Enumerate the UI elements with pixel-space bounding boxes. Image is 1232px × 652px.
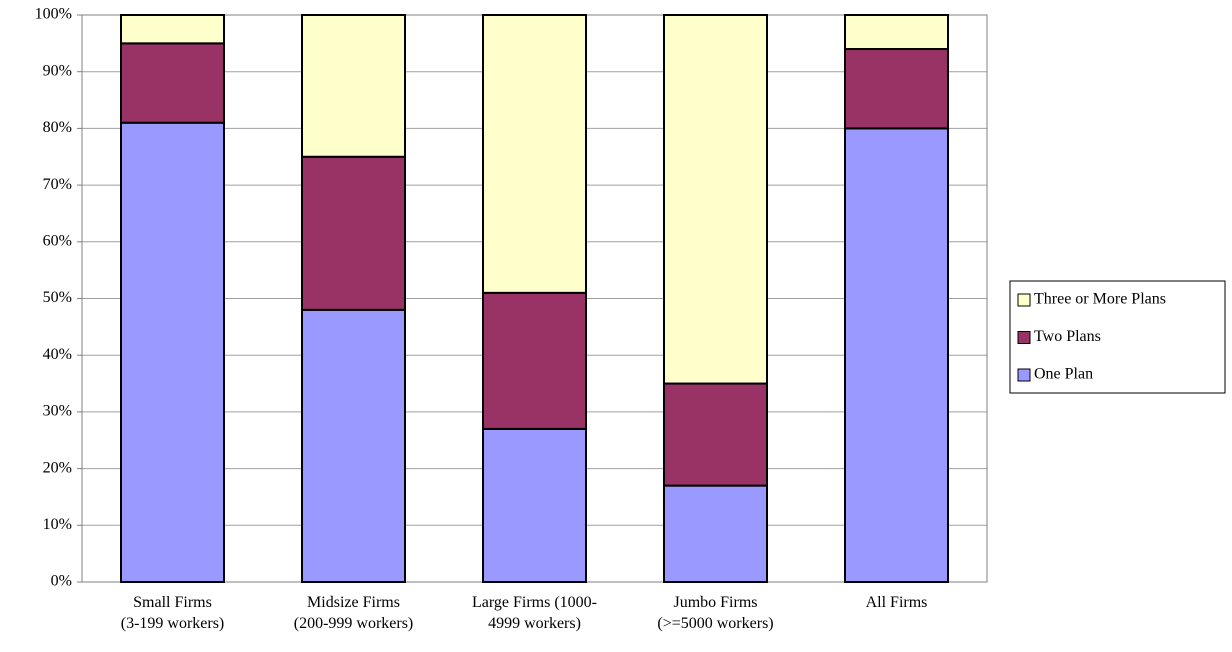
legend-swatch [1017,293,1031,307]
bar-segment [301,308,406,583]
bar-segment [120,14,225,45]
legend-swatch [1017,368,1031,382]
bar-segment [482,14,587,294]
y-tick-label: 90% [43,62,72,79]
bar-segment [844,48,949,130]
x-tick-label: All Firms [865,594,928,611]
bar-segment [120,121,225,583]
y-tick-label: 30% [43,403,72,420]
x-tick-label: Midsize Firms (200-999 workers) [293,594,414,632]
y-tick-label: 70% [43,176,72,193]
y-tick-label: 50% [43,289,72,306]
bar-segment [301,155,406,311]
bar-segment [663,14,768,385]
legend-label: One Plan [1034,366,1093,383]
bar-segment [120,42,225,124]
bar-segment [663,382,768,487]
bar-segment [844,14,949,51]
bar-segment [301,14,406,158]
y-tick-label: 40% [43,346,72,363]
legend-label: Two Plans [1034,328,1101,345]
bar-segment [663,484,768,583]
bar-segment [482,291,587,430]
y-tick-label: 60% [43,232,72,249]
y-tick-label: 10% [43,516,72,533]
y-tick-label: 80% [43,119,72,136]
y-tick-label: 0% [51,573,72,590]
y-tick-label: 100% [35,6,72,23]
x-tick-label: Jumbo Firms (>=5000 workers) [657,594,774,632]
legend-label: Three or More Plans [1034,291,1166,308]
legend-swatch [1017,331,1031,344]
y-tick-label: 20% [43,459,72,476]
bar-segment [844,127,949,583]
x-tick-label: Small Firms (3-199 workers) [120,594,225,632]
legend-box [1009,280,1226,394]
bar-segment [482,427,587,583]
x-tick-label: Large Firms (1000- 4999 workers) [471,594,597,632]
